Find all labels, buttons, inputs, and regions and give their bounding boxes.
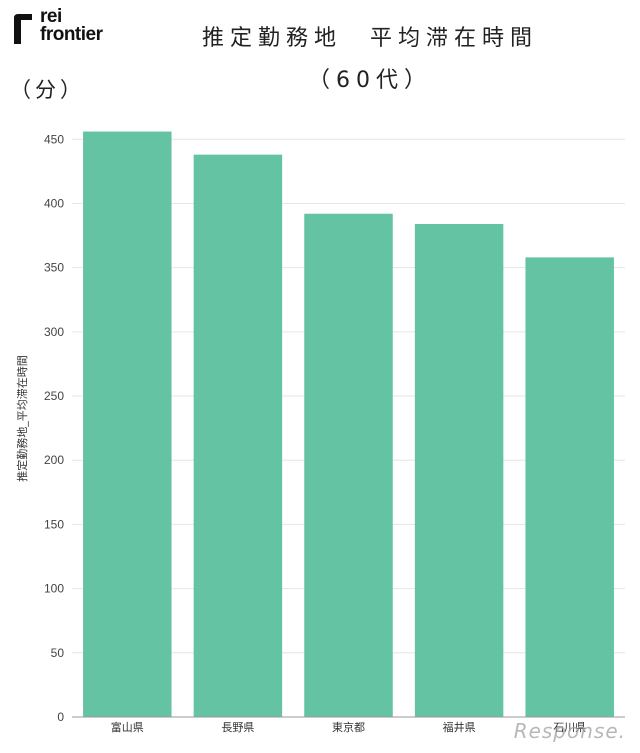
bar bbox=[414, 223, 504, 718]
unit-label: （分） bbox=[10, 78, 85, 102]
y-tick-label: 100 bbox=[44, 582, 64, 596]
y-tick-label: 450 bbox=[44, 132, 64, 146]
bar bbox=[83, 131, 172, 718]
y-tick-label: 50 bbox=[51, 646, 65, 660]
x-tick-label: 富山県 bbox=[111, 720, 144, 734]
x-tick-label: 福井県 bbox=[443, 720, 476, 734]
chart-title-line2: （60代） bbox=[308, 68, 432, 93]
y-tick-label: 150 bbox=[44, 517, 64, 531]
bar bbox=[193, 154, 283, 717]
chart-title-line1: 推定勤務地 平均滞在時間 bbox=[201, 26, 538, 51]
brand-logo-line2: frontier bbox=[40, 24, 103, 45]
bar bbox=[525, 257, 614, 717]
y-tick-label: 200 bbox=[44, 453, 64, 467]
brand-logo-icon bbox=[14, 14, 32, 44]
watermark: Response. bbox=[513, 719, 626, 743]
y-tick-label: 300 bbox=[44, 325, 64, 339]
y-axis-label: 推定勤務地_平均滞在時間 bbox=[15, 355, 29, 482]
brand-logo-line1: rei bbox=[40, 6, 62, 27]
y-tick-label: 0 bbox=[57, 710, 64, 724]
bar bbox=[304, 213, 393, 717]
x-tick-label: 東京都 bbox=[332, 720, 365, 734]
y-axis-ticks: 0 50 100 150 200 250 300 350 400 450 bbox=[44, 132, 64, 724]
y-tick-label: 400 bbox=[44, 196, 64, 210]
brand-logo: rei frontier bbox=[12, 6, 130, 52]
x-tick-label: 長野県 bbox=[221, 721, 254, 734]
y-tick-label: 350 bbox=[44, 261, 64, 275]
brand-logo-text: rei frontier bbox=[40, 6, 103, 45]
x-tick-label: 石川県 bbox=[553, 721, 586, 734]
x-axis-ticks: 富山県 長野県 東京都 福井県 石川県 bbox=[111, 720, 586, 734]
bars bbox=[83, 131, 614, 718]
y-tick-label: 250 bbox=[44, 389, 64, 403]
chart-title: 推定勤務地 平均滞在時間 （60代） bbox=[150, 20, 590, 94]
